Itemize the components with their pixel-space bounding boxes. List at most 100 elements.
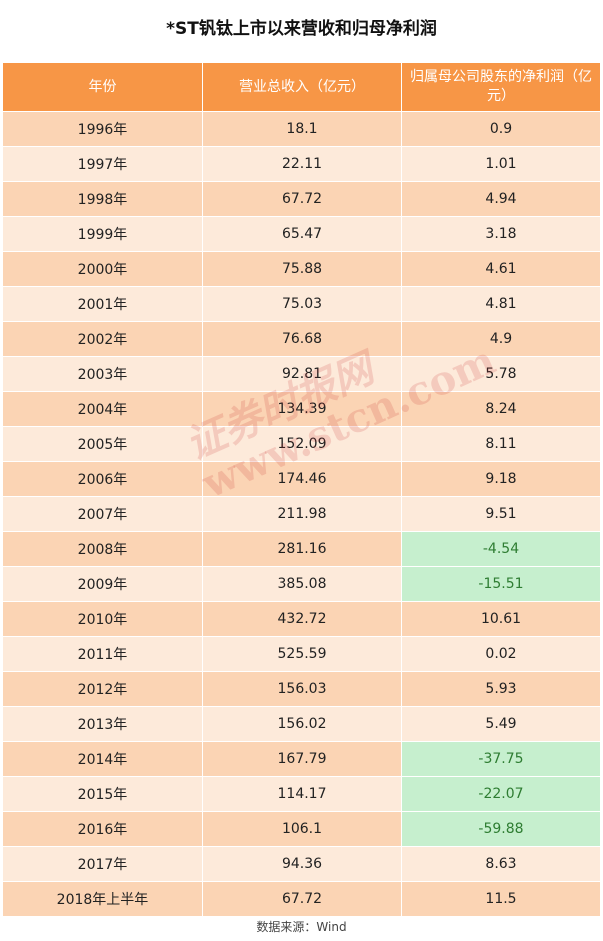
column-header-revenue: 营业总收入（亿元） bbox=[202, 62, 402, 112]
cell-revenue: 174.46 bbox=[202, 461, 402, 497]
table-row: 1998年 67.72 4.94 bbox=[2, 181, 601, 217]
table-row: 2000年 75.88 4.61 bbox=[2, 251, 601, 287]
cell-year: 1998年 bbox=[2, 181, 203, 217]
cell-year: 2007年 bbox=[2, 496, 203, 532]
table-title: *ST钒钛上市以来营收和归母净利润 bbox=[166, 19, 437, 39]
table-row: 2011年 525.59 0.02 bbox=[2, 636, 601, 672]
cell-profit: -22.07 bbox=[401, 776, 601, 812]
cell-year: 2018年上半年 bbox=[2, 881, 203, 917]
table-row: 2009年 385.08 -15.51 bbox=[2, 566, 601, 602]
cell-profit: 5.78 bbox=[401, 356, 601, 392]
cell-profit: 9.51 bbox=[401, 496, 601, 532]
cell-year: 2001年 bbox=[2, 286, 203, 322]
cell-year: 1996年 bbox=[2, 111, 203, 147]
cell-year: 2017年 bbox=[2, 846, 203, 882]
cell-revenue: 75.88 bbox=[202, 251, 402, 287]
cell-profit: 5.93 bbox=[401, 671, 601, 707]
cell-year: 2010年 bbox=[2, 601, 203, 637]
cell-profit: -59.88 bbox=[401, 811, 601, 847]
cell-year: 2002年 bbox=[2, 321, 203, 357]
cell-revenue: 67.72 bbox=[202, 181, 402, 217]
cell-year: 1999年 bbox=[2, 216, 203, 252]
table-body: 1996年 18.1 0.9 1997年 22.11 1.01 1998年 67.72 4.94… bbox=[2, 111, 601, 917]
cell-profit: 5.49 bbox=[401, 706, 601, 742]
cell-profit: 8.11 bbox=[401, 426, 601, 462]
cell-profit: 4.9 bbox=[401, 321, 601, 357]
cell-revenue: 67.72 bbox=[202, 881, 402, 917]
table-row: 2012年 156.03 5.93 bbox=[2, 671, 601, 707]
header-row: 年份 营业总收入（亿元） 归属母公司股东的净利润（亿元） bbox=[2, 62, 601, 112]
cell-year: 2013年 bbox=[2, 706, 203, 742]
cell-profit: 10.61 bbox=[401, 601, 601, 637]
cell-year: 2003年 bbox=[2, 356, 203, 392]
cell-profit: -37.75 bbox=[401, 741, 601, 777]
table-row: 2006年 174.46 9.18 bbox=[2, 461, 601, 497]
cell-revenue: 152.09 bbox=[202, 426, 402, 462]
cell-revenue: 167.79 bbox=[202, 741, 402, 777]
source-note: 数据来源：Wind bbox=[256, 920, 347, 934]
cell-year: 2014年 bbox=[2, 741, 203, 777]
table-row: 1996年 18.1 0.9 bbox=[2, 111, 601, 147]
cell-profit: 8.24 bbox=[401, 391, 601, 427]
cell-revenue: 432.72 bbox=[202, 601, 402, 637]
table-row: 2010年 432.72 10.61 bbox=[2, 601, 601, 637]
column-header-profit: 归属母公司股东的净利润（亿元） bbox=[401, 62, 601, 112]
cell-revenue: 75.03 bbox=[202, 286, 402, 322]
cell-revenue: 92.81 bbox=[202, 356, 402, 392]
cell-profit: 9.18 bbox=[401, 461, 601, 497]
table-header: 年份 营业总收入（亿元） 归属母公司股东的净利润（亿元） bbox=[2, 62, 601, 112]
cell-revenue: 525.59 bbox=[202, 636, 402, 672]
cell-profit: -15.51 bbox=[401, 566, 601, 602]
cell-year: 2016年 bbox=[2, 811, 203, 847]
table-row: 2003年 92.81 5.78 bbox=[2, 356, 601, 392]
cell-year: 2006年 bbox=[2, 461, 203, 497]
cell-year: 2011年 bbox=[2, 636, 203, 672]
cell-year: 2015年 bbox=[2, 776, 203, 812]
cell-year: 2000年 bbox=[2, 251, 203, 287]
cell-year: 2008年 bbox=[2, 531, 203, 567]
cell-revenue: 385.08 bbox=[202, 566, 402, 602]
cell-profit: 4.81 bbox=[401, 286, 601, 322]
table-row: 2007年 211.98 9.51 bbox=[2, 496, 601, 532]
data-table: 年份 营业总收入（亿元） 归属母公司股东的净利润（亿元） 1996年 18.1 0.… bbox=[2, 62, 601, 917]
cell-revenue: 76.68 bbox=[202, 321, 402, 357]
cell-profit: -4.54 bbox=[401, 531, 601, 567]
cell-revenue: 106.1 bbox=[202, 811, 402, 847]
cell-profit: 8.63 bbox=[401, 846, 601, 882]
cell-revenue: 114.17 bbox=[202, 776, 402, 812]
table-row: 1999年 65.47 3.18 bbox=[2, 216, 601, 252]
cell-profit: 11.5 bbox=[401, 881, 601, 917]
cell-revenue: 281.16 bbox=[202, 531, 402, 567]
cell-profit: 4.61 bbox=[401, 251, 601, 287]
cell-profit: 0.9 bbox=[401, 111, 601, 147]
cell-year: 2009年 bbox=[2, 566, 203, 602]
table-row: 2008年 281.16 -4.54 bbox=[2, 531, 601, 567]
cell-revenue: 22.11 bbox=[202, 146, 402, 182]
table-row: 2014年 167.79 -37.75 bbox=[2, 741, 601, 777]
cell-revenue: 65.47 bbox=[202, 216, 402, 252]
cell-revenue: 211.98 bbox=[202, 496, 402, 532]
cell-profit: 0.02 bbox=[401, 636, 601, 672]
cell-revenue: 94.36 bbox=[202, 846, 402, 882]
table-row: 2004年 134.39 8.24 bbox=[2, 391, 601, 427]
table-row: 2015年 114.17 -22.07 bbox=[2, 776, 601, 812]
cell-year: 1997年 bbox=[2, 146, 203, 182]
cell-revenue: 156.03 bbox=[202, 671, 402, 707]
table-row: 2018年上半年 67.72 11.5 bbox=[2, 881, 601, 917]
table-row: 2016年 106.1 -59.88 bbox=[2, 811, 601, 847]
table-row: 2001年 75.03 4.81 bbox=[2, 286, 601, 322]
cell-profit: 4.94 bbox=[401, 181, 601, 217]
cell-revenue: 134.39 bbox=[202, 391, 402, 427]
cell-year: 2012年 bbox=[2, 671, 203, 707]
table-row: 2013年 156.02 5.49 bbox=[2, 706, 601, 742]
cell-revenue: 18.1 bbox=[202, 111, 402, 147]
table-row: 2005年 152.09 8.11 bbox=[2, 426, 601, 462]
cell-revenue: 156.02 bbox=[202, 706, 402, 742]
cell-year: 2005年 bbox=[2, 426, 203, 462]
table-row: 1997年 22.11 1.01 bbox=[2, 146, 601, 182]
table-row: 2002年 76.68 4.9 bbox=[2, 321, 601, 357]
cell-profit: 3.18 bbox=[401, 216, 601, 252]
cell-year: 2004年 bbox=[2, 391, 203, 427]
table-row: 2017年 94.36 8.63 bbox=[2, 846, 601, 882]
cell-profit: 1.01 bbox=[401, 146, 601, 182]
